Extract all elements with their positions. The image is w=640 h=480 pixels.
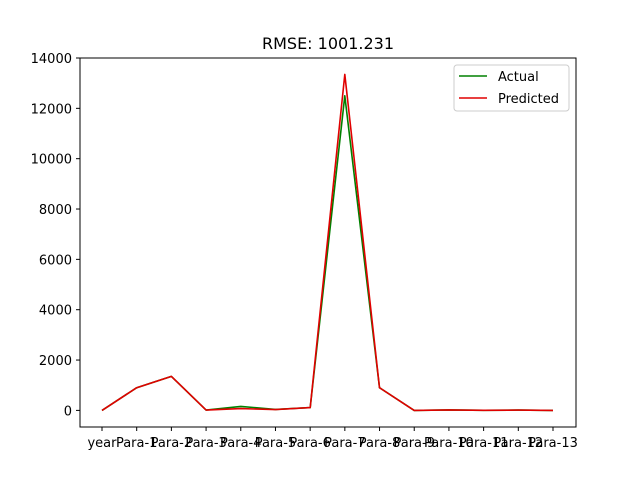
- y-tick-label: 0: [64, 404, 72, 419]
- y-axis: 0 2000 4000 6000 8000 10000 12000 14000: [31, 52, 80, 419]
- plot-frame: [79, 57, 577, 428]
- legend-label: Predicted: [498, 92, 559, 107]
- x-tick-label: Para-12: [493, 436, 543, 451]
- x-tick-label: Para-6: [289, 436, 331, 451]
- y-tick-label: 12000: [31, 102, 72, 117]
- y-tick-label: 10000: [31, 153, 72, 168]
- x-tick-label: Para-5: [255, 436, 297, 451]
- x-tick-label: Para-4: [220, 436, 262, 451]
- x-tick-label: Para-3: [185, 436, 227, 451]
- x-tick-label: Para-2: [151, 436, 193, 451]
- x-axis: year Para-1Para-2Para-3Para-4Para-5Para-6…: [87, 427, 578, 451]
- series-line-predicted: [101, 73, 554, 412]
- x-tick-label: year: [87, 436, 117, 451]
- x-tick-label: Para-9: [393, 436, 435, 451]
- x-tick-label: Para-1: [116, 436, 158, 451]
- x-tick-label: Para-7: [324, 436, 366, 451]
- x-tick-label: Para-8: [359, 436, 401, 451]
- x-tick-label: Para-11: [459, 436, 509, 451]
- legend-label: Actual: [498, 70, 539, 85]
- y-tick-label: 8000: [39, 203, 72, 218]
- chart-title: RMSE: 1001.231: [262, 34, 394, 53]
- series-lines: [101, 73, 554, 412]
- y-tick-label: 2000: [39, 354, 72, 369]
- y-tick-label: 6000: [39, 253, 72, 268]
- x-tick-label: Para-10: [424, 436, 474, 451]
- y-tick-label: 14000: [31, 52, 72, 67]
- legend: Actual Predicted: [453, 64, 570, 112]
- x-tick-label: Para-13: [528, 436, 578, 451]
- y-tick-label: 4000: [39, 304, 72, 319]
